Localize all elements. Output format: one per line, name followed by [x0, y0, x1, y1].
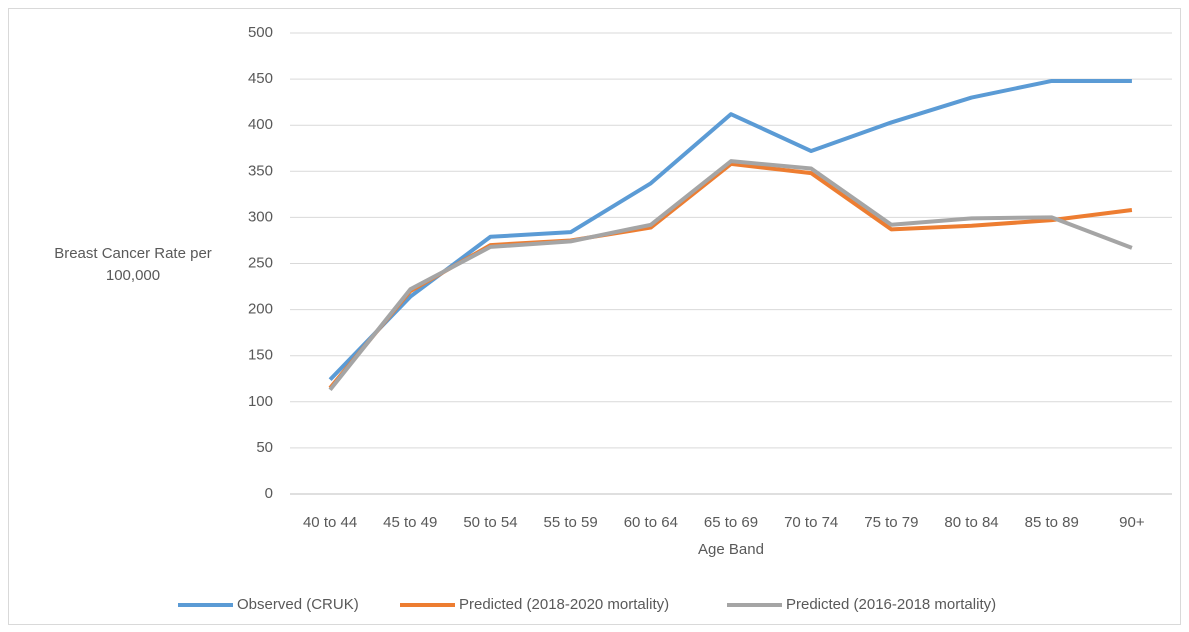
y-tick-label: 400 — [248, 116, 273, 133]
y-tick-label: 200 — [248, 301, 273, 318]
x-tick-label: 60 to 64 — [624, 514, 678, 531]
x-tick-label: 55 to 59 — [544, 514, 598, 531]
x-tick-label: 50 to 54 — [463, 514, 517, 531]
y-tick-label: 0 — [265, 485, 273, 502]
x-tick-label: 75 to 79 — [864, 514, 918, 531]
y-tick-label: 100 — [248, 393, 273, 410]
y-tick-label: 500 — [248, 24, 273, 41]
y-tick-label: 250 — [248, 254, 273, 271]
legend-label: Observed (CRUK) — [237, 596, 359, 613]
x-tick-label: 70 to 74 — [784, 514, 838, 531]
x-tick-label: 65 to 69 — [704, 514, 758, 531]
y-tick-label: 300 — [248, 208, 273, 225]
series-line — [328, 159, 1133, 392]
series-line — [328, 78, 1132, 382]
y-tick-label: 50 — [256, 439, 273, 456]
x-tick-label: 90+ — [1119, 514, 1145, 531]
y-tick-label: 350 — [248, 162, 273, 179]
y-tick-label: 450 — [248, 70, 273, 87]
x-tick-label: 45 to 49 — [383, 514, 437, 531]
y-tick-label: 150 — [248, 347, 273, 364]
series-line — [328, 161, 1133, 390]
x-tick-label: 85 to 89 — [1025, 514, 1079, 531]
x-tick-label: 80 to 84 — [944, 514, 998, 531]
y-axis-title: Breast Cancer Rate per 100,000 — [54, 245, 212, 284]
x-axis-title: Age Band — [698, 541, 764, 558]
chart-frame — [8, 8, 1181, 625]
x-tick-label: 40 to 44 — [303, 514, 357, 531]
legend-label: Predicted (2016-2018 mortality) — [786, 596, 996, 613]
legend-label: Predicted (2018-2020 mortality) — [459, 596, 669, 613]
